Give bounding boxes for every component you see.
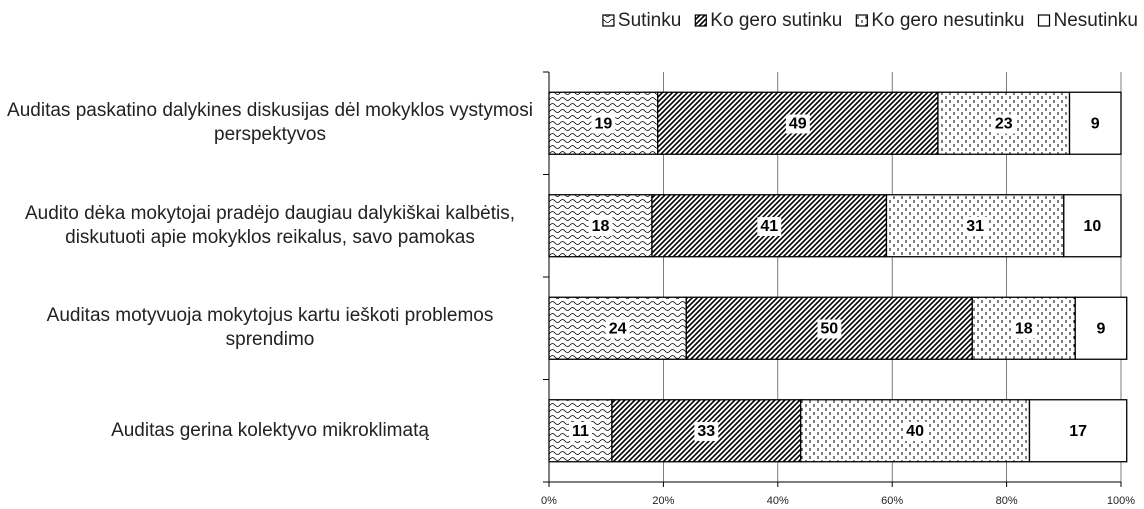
y-tick-label: Auditas gerina kolektyvo mikroklimatą [111, 419, 429, 441]
legend-label: Ko gero sutinku [710, 10, 842, 31]
data-label: 49 [789, 115, 807, 132]
data-label: 10 [1084, 218, 1102, 235]
data-label: 11 [572, 423, 589, 440]
data-label: 31 [966, 218, 984, 235]
data-label: 24 [609, 320, 627, 337]
data-label-bg [757, 216, 782, 236]
legend-label: Ko gero nesutinku [871, 10, 1024, 31]
bar-segment [800, 399, 1031, 463]
data-label: 41 [760, 218, 778, 235]
data-label-bg [568, 421, 593, 441]
x-tick-label: 80% [996, 495, 1018, 507]
legend-swatch [855, 14, 868, 27]
data-label-bg [785, 114, 810, 134]
x-tick-label: 60% [881, 495, 903, 507]
data-label-bg [588, 216, 613, 236]
data-label: 9 [1091, 115, 1100, 132]
data-label: 23 [995, 115, 1013, 132]
data-label-bg [605, 319, 630, 339]
data-label-bg [591, 114, 616, 134]
data-label-bg [1093, 319, 1109, 339]
y-tick-label: Auditas paskatino dalykines diskusijas d… [7, 100, 533, 146]
data-label: 50 [820, 320, 838, 337]
x-tick-label: 20% [652, 495, 674, 507]
data-label: 19 [594, 115, 612, 132]
legend-swatch [1037, 14, 1051, 27]
data-label-bg [1066, 421, 1091, 441]
y-tick-label: Audito dėka mokytojai pradėjo daugiau da… [24, 202, 516, 248]
data-label-bg [1080, 216, 1105, 236]
data-label-bg [1087, 114, 1103, 134]
legend-label: Sutinku [618, 10, 681, 31]
x-tick-label: 40% [767, 495, 789, 507]
legend-label: Nesutinku [1054, 10, 1139, 31]
data-label: 9 [1097, 320, 1106, 337]
data-label-bg [817, 319, 842, 339]
data-label: 40 [906, 423, 924, 440]
data-label-bg [694, 421, 719, 441]
bar-segment [1028, 399, 1128, 463]
data-label-bg [903, 421, 928, 441]
data-label: 18 [592, 218, 610, 235]
data-label: 33 [697, 423, 715, 440]
x-tick-label: 0% [541, 495, 557, 507]
data-label-bg [963, 216, 988, 236]
data-label-bg [991, 114, 1016, 134]
data-label-bg [1011, 319, 1036, 339]
legend-swatch [602, 14, 615, 27]
x-tick-label: 100% [1107, 495, 1135, 507]
data-label: 17 [1069, 423, 1087, 440]
bar-segment [651, 194, 888, 258]
y-tick-label: Auditas motyvuoja mokytojus kartu ieškot… [46, 305, 494, 351]
legend-swatch [694, 14, 707, 27]
data-label: 18 [1015, 320, 1033, 337]
